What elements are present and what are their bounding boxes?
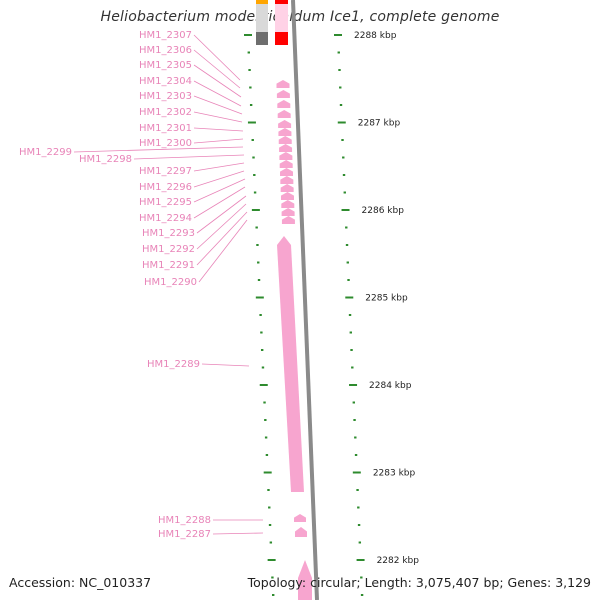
kbp-label: 2283 kbp (373, 469, 416, 479)
kbp-label: 2282 kbp (377, 556, 420, 566)
leader-line (196, 203, 247, 250)
accession-text: Accession: NC_010337 (9, 575, 152, 590)
gene-arrow (281, 216, 295, 224)
top-feature-red (275, 0, 288, 4)
top-feature-pink (275, 4, 288, 32)
gene-label: HM1_2293 (142, 228, 195, 239)
gene-label: HM1_2305 (139, 60, 192, 71)
leader-line (193, 95, 243, 115)
genome-backbone (291, 0, 319, 600)
gene-label: HM1_2289 (147, 359, 200, 370)
gene-label: HM1_2291 (142, 260, 195, 271)
gene-label: HM1_2301 (139, 123, 192, 134)
leader-line (193, 34, 241, 81)
gene-label: HM1_2302 (139, 107, 192, 118)
leader-line (193, 162, 245, 172)
leader-line (196, 211, 248, 266)
gene-arrow (277, 110, 291, 118)
top-feature-orange (256, 0, 268, 4)
kbp-labels: 2288 kbp 2287 kbp 2286 kbp 2285 kbp 2284 kbp… (354, 31, 419, 566)
gene-arrow (279, 144, 293, 152)
gene-arrow (278, 136, 292, 144)
gene-label: HM1_2292 (142, 244, 195, 255)
leader-line (201, 363, 250, 367)
feature-track (256, 0, 312, 600)
kbp-label: 2285 kbp (365, 294, 408, 304)
gene-arrow (295, 527, 307, 537)
topology-summary: Topology: circular; Length: 3,075,407 bp… (247, 575, 591, 590)
leader-line (212, 532, 264, 535)
top-feature-gray (256, 32, 268, 45)
leader-line (193, 64, 242, 98)
gene-label: HM1_2299 (19, 147, 72, 158)
leader-line (133, 154, 245, 160)
gene-label: HM1_2303 (139, 91, 192, 102)
gene-labels: HM1_2307 HM1_2306 HM1_2305 HM1_2304 HM1_2303… (19, 30, 264, 540)
leader-line (193, 186, 246, 219)
gene-label: HM1_2297 (139, 166, 192, 177)
gene-arrow (278, 128, 292, 136)
gene-label: HM1_2288 (158, 515, 211, 526)
gene-label: HM1_2298 (79, 154, 132, 165)
leader-line (73, 146, 244, 153)
kbp-label: 2287 kbp (358, 119, 401, 129)
genome-title: Heliobacterium modesticaldum Ice1, compl… (100, 9, 500, 25)
gene-arrow (279, 160, 293, 168)
gene-arrow-large (277, 236, 304, 492)
leader-line (193, 111, 243, 123)
leader-line (198, 219, 248, 283)
gene-label: HM1_2296 (139, 182, 192, 193)
gene-arrow (280, 192, 294, 200)
leader-line (193, 80, 242, 107)
gene-arrow (276, 80, 290, 88)
top-feature-light (256, 4, 268, 32)
gene-arrow (280, 184, 294, 192)
gene-arrow (298, 560, 312, 600)
gene-arrow (294, 514, 306, 522)
leader-line (193, 170, 245, 188)
leader-line (196, 195, 247, 234)
kbp-label: 2284 kbp (369, 381, 412, 391)
gene-arrow (278, 120, 292, 128)
gene-label: HM1_2290 (144, 277, 197, 288)
gene-arrow (280, 168, 294, 176)
gene-label: HM1_2306 (139, 45, 192, 56)
scale-ticks (244, 34, 365, 596)
leader-line (193, 138, 244, 144)
gene-label: HM1_2300 (139, 138, 192, 149)
gene-arrow (279, 152, 293, 160)
gene-label: HM1_2295 (139, 197, 192, 208)
top-feature-rna (275, 32, 288, 45)
kbp-label: 2286 kbp (362, 206, 405, 216)
leader-line (193, 127, 244, 132)
gene-label: HM1_2294 (139, 213, 192, 224)
gene-arrow (276, 90, 290, 98)
backbone-line (291, 0, 319, 600)
kbp-label: 2288 kbp (354, 31, 397, 41)
leader-line (193, 178, 246, 203)
gene-arrow (280, 176, 294, 184)
gene-arrow (281, 208, 295, 216)
gene-arrow (277, 100, 291, 108)
gene-label: HM1_2304 (139, 76, 192, 87)
leader-line (193, 49, 241, 89)
gene-label: HM1_2287 (158, 529, 211, 540)
gene-label: HM1_2307 (139, 30, 192, 41)
gene-arrow (281, 200, 295, 208)
